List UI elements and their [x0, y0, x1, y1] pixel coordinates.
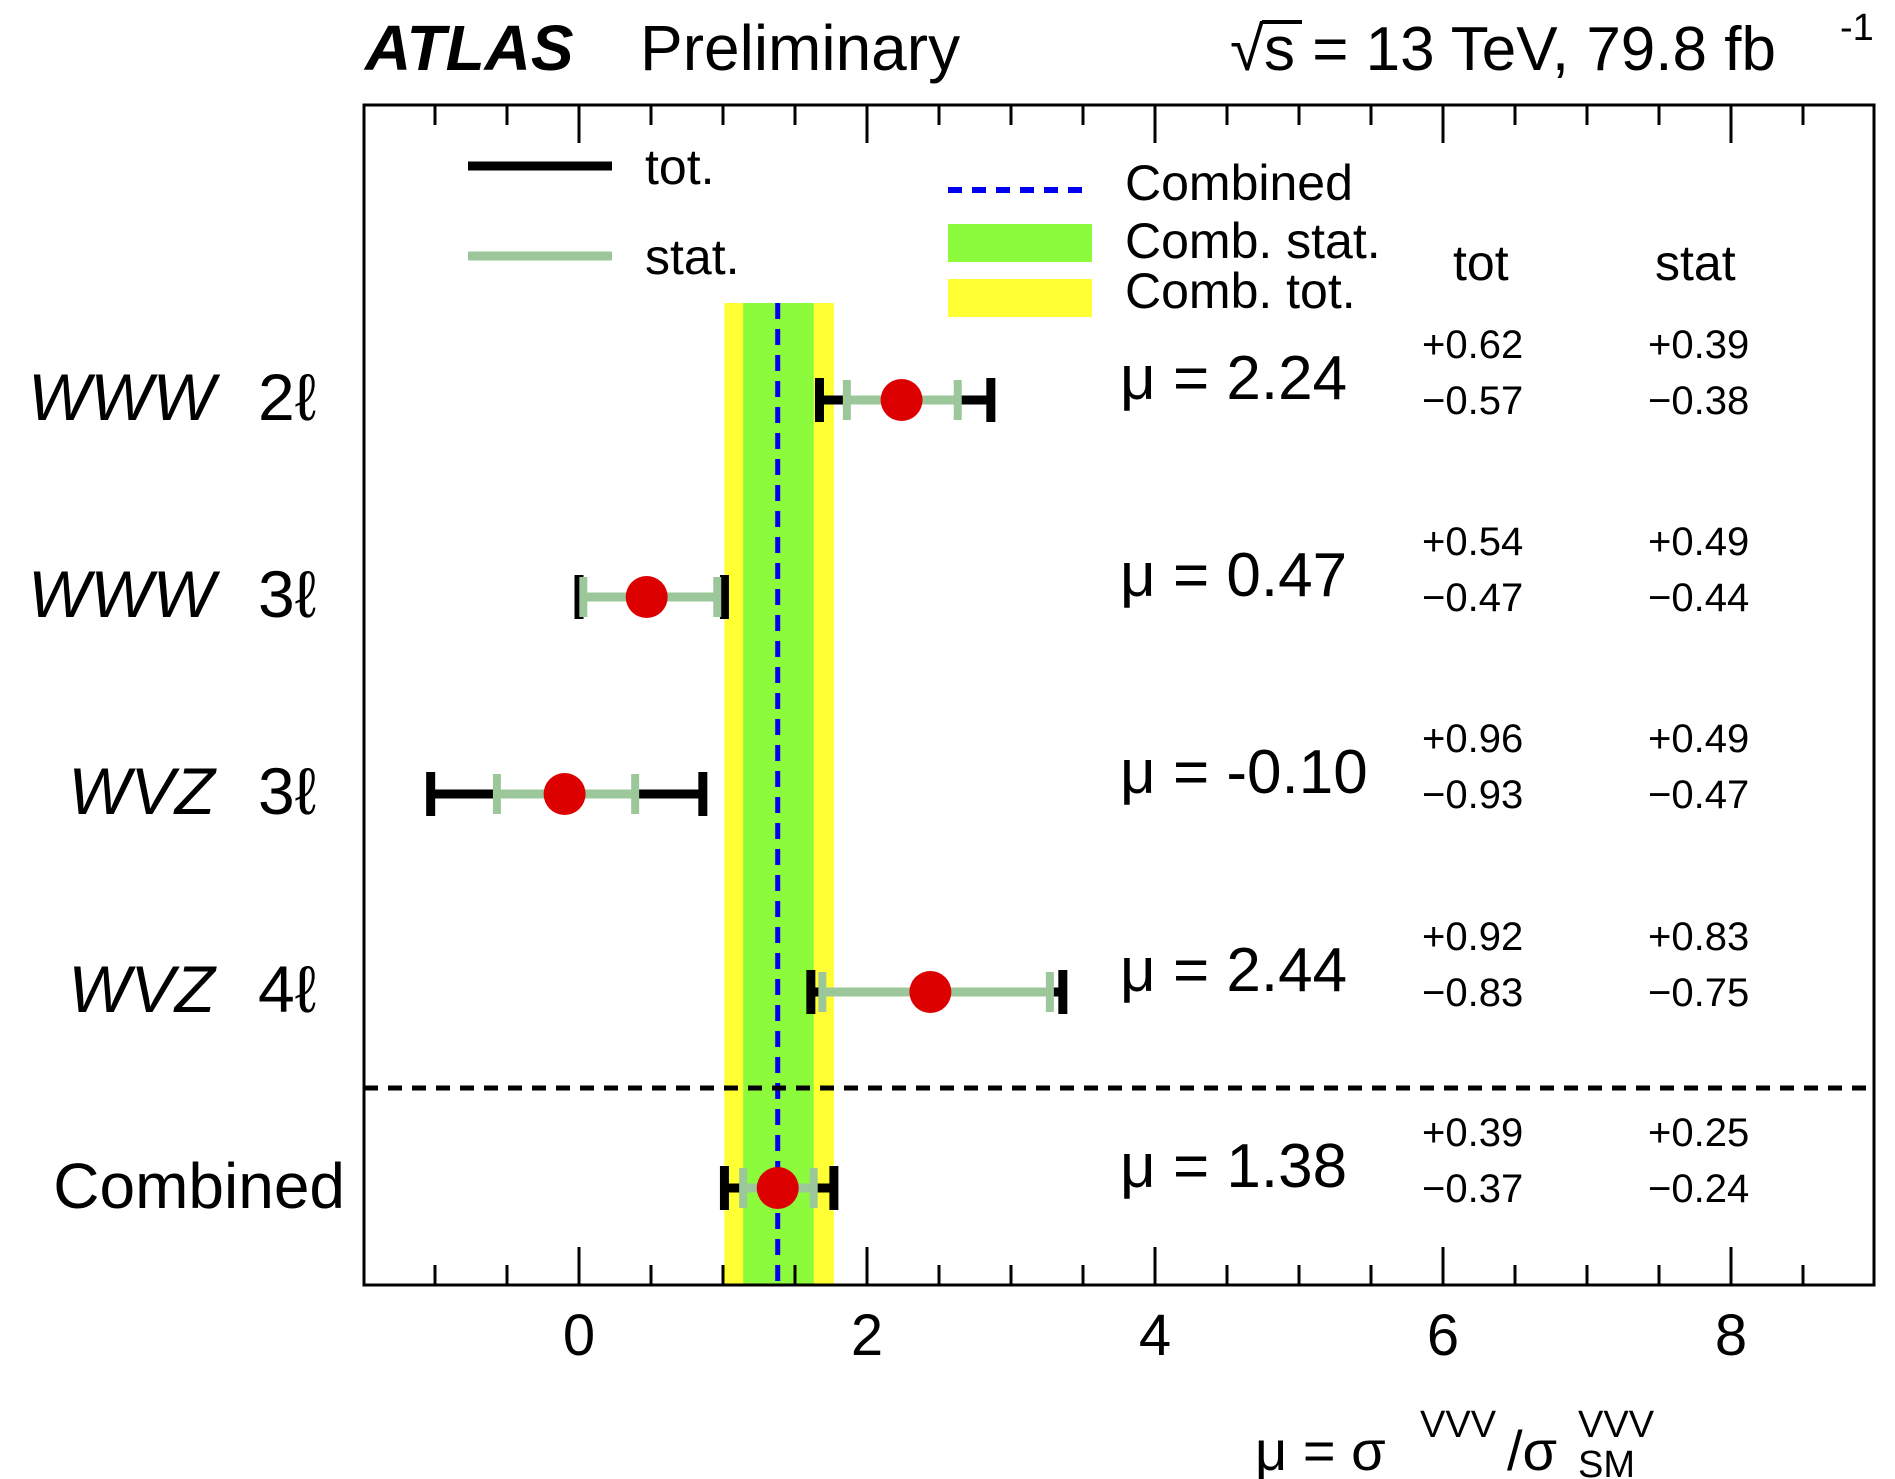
row-tot-down: −0.47	[1422, 576, 1523, 620]
row-stat-down: −0.24	[1648, 1167, 1749, 1211]
row-tot-up: +0.92	[1422, 915, 1523, 959]
x-axis-label-sup1: VVV	[1420, 1404, 1497, 1446]
x-axis-label: μ = σ VVV /σ VVV SM	[1255, 1404, 1655, 1479]
atlas-brand: ATLAS	[363, 12, 574, 84]
row-label-process: WVZ	[68, 952, 217, 1026]
row-4: WVZ 4ℓ μ = 2.44 +0.92 −0.83 +0.83 −0.75	[68, 915, 1749, 1026]
measurement-rows: WWW 2ℓ μ = 2.24 +0.62 −0.57 +0.39 −0.38 WWW 3ℓ μ …	[28, 323, 1749, 1222]
row-tot-up: +0.54	[1422, 520, 1523, 564]
row-stat-up: +0.49	[1648, 717, 1749, 761]
row-tot-down: −0.83	[1422, 971, 1523, 1015]
row-label-process: WVZ	[68, 754, 217, 828]
row-label-process: WWW	[28, 557, 221, 631]
row-5: Combined μ = 1.38 +0.39 −0.37 +0.25 −0.24	[53, 1111, 1749, 1222]
row-tot-up: +0.62	[1422, 323, 1523, 367]
row-tot-up: +0.39	[1422, 1111, 1523, 1155]
lumi-exponent: -1	[1840, 7, 1874, 49]
row-mu-text: μ = 1.38	[1120, 1132, 1347, 1201]
row-label-leptons: 2ℓ	[258, 360, 316, 434]
x-tick-label: 4	[1139, 1303, 1171, 1368]
legend-comb-stat-label: Comb. stat.	[1125, 213, 1381, 269]
x-axis-label-mu: μ = σ	[1255, 1419, 1386, 1479]
legend-stat-label: stat.	[645, 229, 739, 285]
legend-tot-label: tot.	[645, 139, 714, 195]
central-value-marker	[756, 1167, 799, 1209]
row-stat-up: +0.25	[1648, 1111, 1749, 1155]
row-mu-text: μ = 0.47	[1120, 541, 1347, 610]
row-mu-text: μ = 2.44	[1120, 936, 1347, 1005]
x-tick-label: 2	[851, 1303, 883, 1368]
x-axis-label-slash: /σ	[1507, 1419, 1557, 1479]
row-tot-down: −0.57	[1422, 379, 1523, 423]
column-header-tot: tot	[1453, 235, 1509, 291]
plot-frame	[362, 103, 1876, 1287]
row-tot-down: −0.37	[1422, 1167, 1523, 1211]
row-mu-text: μ = -0.10	[1120, 738, 1368, 807]
central-value-marker	[543, 773, 586, 815]
row-stat-up: +0.83	[1648, 915, 1749, 959]
row-label-leptons: 3ℓ	[258, 754, 316, 828]
row-tot-up: +0.96	[1422, 717, 1523, 761]
row-stat-down: −0.44	[1648, 576, 1749, 620]
legend: tot. stat. Combined Comb. stat. Comb. to…	[468, 139, 1381, 319]
central-value-marker	[625, 576, 668, 618]
row-tot-down: −0.93	[1422, 773, 1523, 817]
legend-comb-stat-swatch	[948, 224, 1092, 262]
legend-comb-tot-swatch	[948, 279, 1092, 317]
row-mu-text: μ = 2.24	[1120, 344, 1347, 413]
row-label-process: WWW	[28, 360, 221, 434]
central-value-marker	[880, 379, 923, 421]
row-label-leptons: 4ℓ	[258, 952, 316, 1026]
row-label-leptons: 3ℓ	[258, 557, 316, 631]
x-axis-ticks: 0 2 4 6 8	[433, 105, 1805, 1368]
row-2: WWW 3ℓ μ = 0.47 +0.54 −0.47 +0.49 −0.44	[28, 520, 1749, 631]
row-1: WWW 2ℓ μ = 2.24 +0.62 −0.57 +0.39 −0.38	[28, 323, 1749, 434]
x-tick-label: 8	[1715, 1303, 1747, 1368]
row-stat-down: −0.38	[1648, 379, 1749, 423]
row-label-combined: Combined	[53, 1150, 345, 1222]
combined-bands	[724, 303, 834, 1285]
row-stat-down: −0.75	[1648, 971, 1749, 1015]
x-axis-label-sup2: VVV	[1578, 1404, 1655, 1446]
row-3: WVZ 3ℓ μ = -0.10 +0.96 −0.93 +0.49 −0.47	[68, 717, 1749, 828]
x-tick-label: 0	[563, 1303, 595, 1368]
legend-combined-label: Combined	[1125, 155, 1353, 211]
x-axis-label-sub2: SM	[1578, 1444, 1635, 1479]
x-tick-label: 6	[1427, 1303, 1459, 1368]
row-stat-up: +0.49	[1648, 520, 1749, 564]
row-stat-down: −0.47	[1648, 773, 1749, 817]
sqrt-icon: √	[1230, 15, 1264, 84]
column-header-stat: stat	[1655, 235, 1736, 291]
central-value-marker	[909, 971, 952, 1013]
energy-lumi-text: s = 13 TeV, 79.8 fb	[1264, 15, 1776, 84]
legend-comb-tot-label: Comb. tot.	[1125, 263, 1356, 319]
preliminary-label: Preliminary	[640, 12, 960, 84]
row-stat-up: +0.39	[1648, 323, 1749, 367]
